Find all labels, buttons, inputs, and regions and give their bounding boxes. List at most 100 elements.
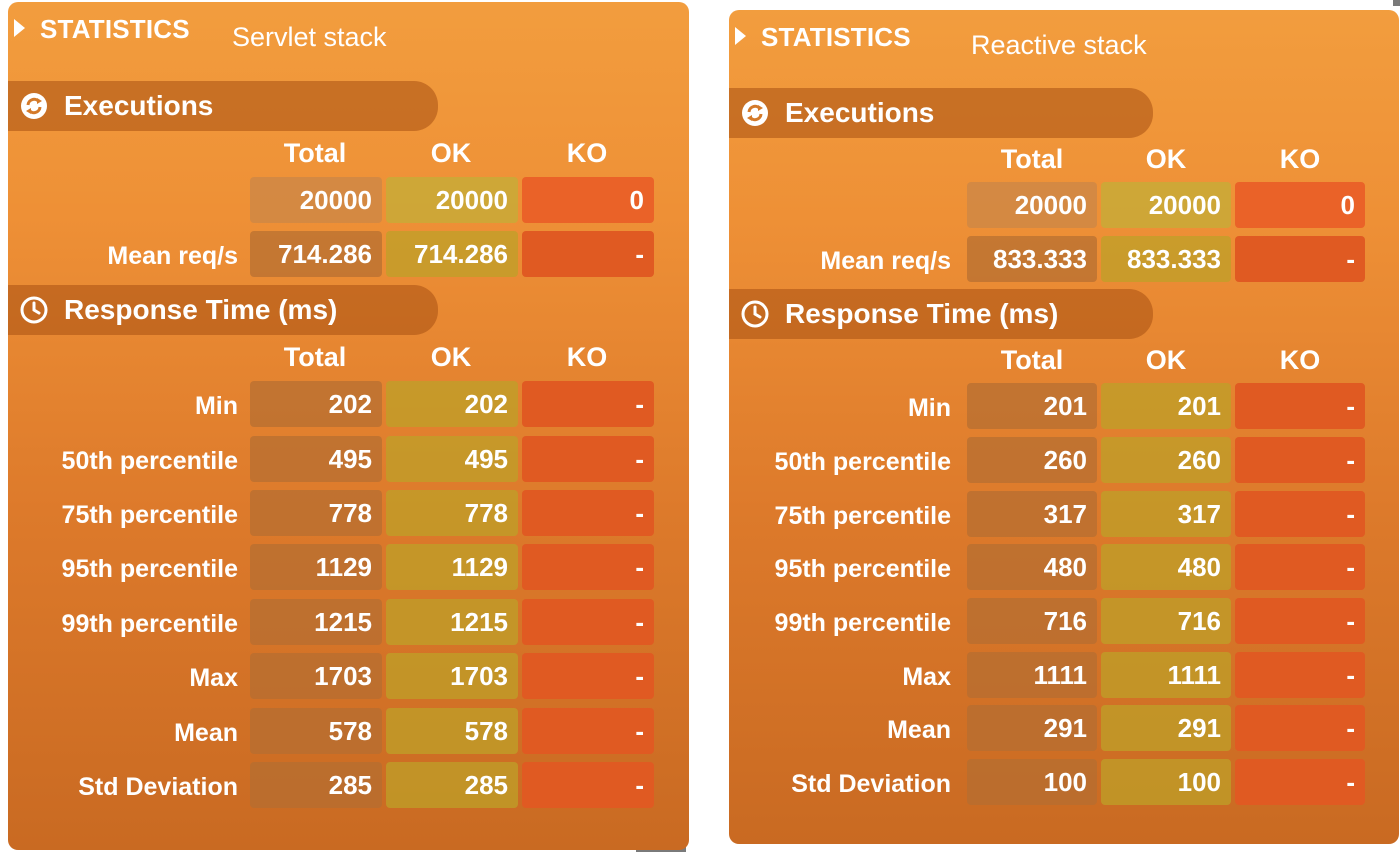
column-header-ok: OK bbox=[1145, 345, 1187, 375]
cell-ok: 20000 bbox=[386, 177, 518, 223]
cell-total: 480 bbox=[967, 544, 1097, 590]
cell-total: 260 bbox=[967, 437, 1097, 483]
row-label: 50th percentile bbox=[774, 448, 951, 476]
executions-section-header: Executions bbox=[8, 81, 438, 131]
cell-ok: 202 bbox=[386, 381, 518, 427]
cell-ko: - bbox=[522, 762, 654, 808]
cell-ok: 1111 bbox=[1101, 652, 1231, 698]
statistics-panel-reactive: STATISTICS Reactive stack Executions Tot… bbox=[729, 10, 1399, 844]
statistics-title: STATISTICS bbox=[40, 14, 190, 44]
cell-ko: - bbox=[1235, 598, 1365, 644]
row-label: 75th percentile bbox=[774, 502, 951, 530]
row-label: 99th percentile bbox=[61, 610, 238, 638]
cell-total: 714.286 bbox=[250, 231, 382, 277]
statistics-header[interactable]: STATISTICS Servlet stack bbox=[8, 2, 689, 62]
column-header-total: Total bbox=[1000, 144, 1064, 174]
cell-total: 833.333 bbox=[967, 236, 1097, 282]
clock-icon bbox=[741, 300, 769, 328]
cell-ko: - bbox=[522, 599, 654, 645]
column-header-ko: KO bbox=[1279, 144, 1321, 174]
cell-total: 778 bbox=[250, 490, 382, 536]
cell-ok: 1703 bbox=[386, 653, 518, 699]
row-label: Max bbox=[189, 664, 238, 692]
row-label: 99th percentile bbox=[774, 609, 951, 637]
row-label: 50th percentile bbox=[61, 447, 238, 475]
cell-ok: 578 bbox=[386, 708, 518, 754]
section-title: Executions bbox=[64, 90, 214, 121]
cell-total: 202 bbox=[250, 381, 382, 427]
cell-ko: - bbox=[522, 490, 654, 536]
cell-ok: 495 bbox=[386, 436, 518, 482]
row-label: 75th percentile bbox=[61, 501, 238, 529]
cell-total: 317 bbox=[967, 491, 1097, 537]
triangle-right-icon[interactable] bbox=[14, 19, 25, 37]
response-time-section-header: Response Time (ms) bbox=[729, 289, 1153, 339]
cell-ko: - bbox=[1235, 705, 1365, 751]
cell-ko: - bbox=[522, 653, 654, 699]
cell-ko: 0 bbox=[1235, 182, 1365, 228]
response-time-section-header: Response Time (ms) bbox=[8, 285, 438, 335]
row-label: 95th percentile bbox=[61, 555, 238, 583]
row-label: Mean bbox=[174, 719, 238, 747]
cell-ko: - bbox=[522, 708, 654, 754]
refresh-icon bbox=[742, 100, 768, 126]
cell-ok: 1129 bbox=[386, 544, 518, 590]
row-label: Mean req/s bbox=[820, 247, 951, 275]
column-header-ok: OK bbox=[430, 342, 472, 372]
refresh-icon bbox=[21, 93, 47, 119]
cell-total: 1111 bbox=[967, 652, 1097, 698]
cell-ko: - bbox=[1235, 383, 1365, 429]
cell-total: 1703 bbox=[250, 653, 382, 699]
column-header-ko: KO bbox=[1279, 345, 1321, 375]
column-header-total: Total bbox=[283, 342, 347, 372]
cell-total: 100 bbox=[967, 759, 1097, 805]
section-title: Executions bbox=[785, 97, 935, 128]
cell-ok: 714.286 bbox=[386, 231, 518, 277]
cell-ko: - bbox=[522, 231, 654, 277]
cell-ok: 20000 bbox=[1101, 182, 1231, 228]
statistics-panel-servlet: STATISTICS Servlet stack Executions Tota… bbox=[8, 2, 689, 850]
cell-ok: 480 bbox=[1101, 544, 1231, 590]
section-title: Response Time (ms) bbox=[785, 298, 1059, 329]
cell-total: 20000 bbox=[967, 182, 1097, 228]
column-header-ok: OK bbox=[430, 138, 472, 168]
cell-total: 716 bbox=[967, 598, 1097, 644]
cell-total: 291 bbox=[967, 705, 1097, 751]
cell-ok: 201 bbox=[1101, 383, 1231, 429]
cell-ok: 317 bbox=[1101, 491, 1231, 537]
cell-total: 285 bbox=[250, 762, 382, 808]
column-header-total: Total bbox=[283, 138, 347, 168]
cell-ko: - bbox=[1235, 437, 1365, 483]
column-header-ok: OK bbox=[1145, 144, 1187, 174]
row-label: Max bbox=[902, 663, 951, 691]
row-label: Std Deviation bbox=[78, 773, 238, 801]
stack-name: Reactive stack bbox=[971, 30, 1147, 60]
cell-ok: 1215 bbox=[386, 599, 518, 645]
column-header-total: Total bbox=[1000, 345, 1064, 375]
statistics-title: STATISTICS bbox=[761, 22, 911, 52]
row-label: Mean bbox=[887, 716, 951, 744]
row-label: Std Deviation bbox=[791, 770, 951, 798]
executions-section-header: Executions bbox=[729, 88, 1153, 138]
cell-total: 578 bbox=[250, 708, 382, 754]
cell-ok: 100 bbox=[1101, 759, 1231, 805]
stack-name: Servlet stack bbox=[232, 22, 387, 52]
cell-ok: 291 bbox=[1101, 705, 1231, 751]
cell-ko: 0 bbox=[522, 177, 654, 223]
cell-ok: 260 bbox=[1101, 437, 1231, 483]
cell-ko: - bbox=[522, 381, 654, 427]
row-label: Mean req/s bbox=[107, 242, 238, 270]
row-label: Min bbox=[907, 394, 951, 422]
cell-ko: - bbox=[1235, 652, 1365, 698]
cell-ko: - bbox=[522, 436, 654, 482]
cell-ko: - bbox=[1235, 759, 1365, 805]
cell-ko: - bbox=[1235, 236, 1365, 282]
row-label: Min bbox=[194, 392, 238, 420]
column-header-ko: KO bbox=[566, 342, 608, 372]
column-header-ko: KO bbox=[566, 138, 608, 168]
cell-ko: - bbox=[522, 544, 654, 590]
section-title: Response Time (ms) bbox=[64, 294, 338, 325]
cell-total: 495 bbox=[250, 436, 382, 482]
statistics-header[interactable]: STATISTICS Reactive stack bbox=[729, 10, 1399, 70]
triangle-right-icon[interactable] bbox=[735, 27, 746, 45]
